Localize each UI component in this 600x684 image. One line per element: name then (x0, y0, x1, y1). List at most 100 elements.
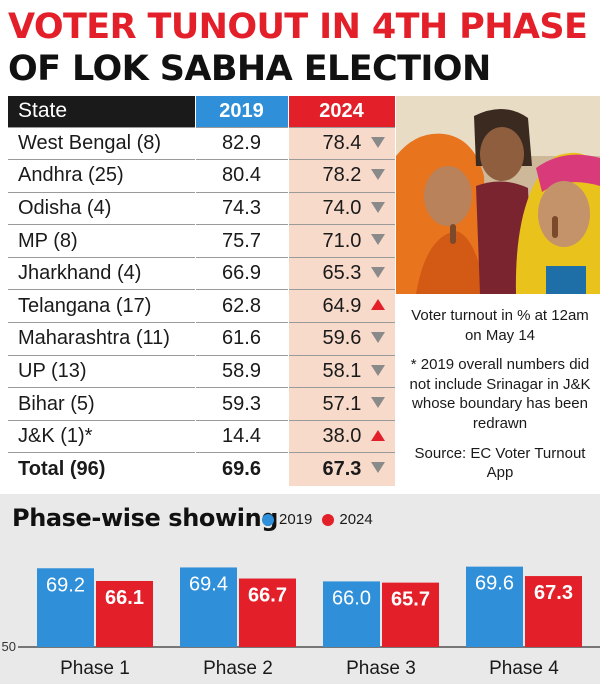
headline-line-2: OF LOK SABHA ELECTION (8, 49, 491, 89)
note-footnote: * 2019 overall numbers did not include S… (409, 356, 591, 432)
value-2019: 66.9 (195, 256, 289, 290)
chart-title: Phase-wise showing (12, 504, 279, 532)
bar-2024-phase-1 (96, 580, 153, 647)
table-header-row: State 2019 2024 (8, 96, 396, 127)
value-2019: 58.9 (195, 354, 289, 388)
state-name: Maharashtra (11) (8, 322, 196, 356)
up-arrow-icon (370, 299, 385, 311)
down-arrow-icon (370, 136, 385, 148)
cell-2024: 78.2 (288, 159, 396, 193)
cell-2024: 57.1 (288, 387, 396, 421)
cell-2024: 65.3 (288, 256, 396, 290)
bar-2019-phase-2 (180, 567, 237, 647)
note-turnout: Voter turnout in % at 12am on May 14 (411, 307, 589, 344)
voters-photo-illustration (396, 96, 600, 294)
table-row: UP (13) 58.9 58.1 (8, 354, 396, 388)
state-name: J&K (1)* (8, 419, 196, 453)
bar-value-label: 66.7 (248, 585, 287, 607)
down-arrow-icon (370, 462, 385, 474)
table-body: West Bengal (8) 82.9 78.4 Andhra (25) 80… (8, 126, 396, 486)
x-tick-label: Phase 3 (346, 658, 416, 679)
down-arrow-icon (370, 266, 385, 278)
bar-2019-phase-1 (37, 568, 94, 647)
value-2024: 78.2 (322, 164, 362, 187)
table-row: Andhra (25) 80.4 78.2 (8, 159, 396, 193)
value-2019: 74.3 (195, 191, 289, 225)
state-name: Andhra (25) (8, 159, 196, 193)
phase-chart-panel: Phase-wise showing 2019 2024 50 69.2 66.1 P… (0, 494, 600, 684)
total-label: Total (96) (8, 452, 196, 486)
state-name: Telangana (17) (8, 289, 196, 323)
value-2024: 57.1 (322, 392, 362, 415)
turnout-table: State 2019 2024 West Bengal (8) 82.9 78.… (8, 96, 396, 486)
down-arrow-icon (370, 397, 385, 409)
value-2024: 64.9 (322, 294, 362, 317)
state-name: UP (13) (8, 354, 196, 388)
legend-item-2024: 2024 (322, 511, 373, 528)
total-2019: 69.6 (195, 452, 289, 486)
value-2024: 65.3 (322, 262, 362, 285)
table-row: J&K (1)* 14.4 38.0 (8, 419, 396, 453)
value-2024: 78.4 (322, 131, 362, 154)
table-row: MP (8) 75.7 71.0 (8, 224, 396, 258)
value-2024: 59.6 (322, 327, 362, 350)
legend-label-2019: 2019 (279, 511, 313, 528)
legend-item-2019: 2019 (262, 511, 312, 528)
headline-line-1: VOTER TUNOUT IN 4TH PHASE (8, 7, 588, 47)
cell-2024: 78.4 (288, 126, 396, 160)
state-name: West Bengal (8) (8, 126, 196, 160)
value-2019: 14.4 (195, 419, 289, 453)
state-name: Jharkhand (4) (8, 256, 196, 290)
bar-2024-phase-4 (525, 576, 582, 647)
table-row: Bihar (5) 59.3 57.1 (8, 387, 396, 421)
note-source: Source: EC Voter Turnout App (414, 444, 586, 482)
down-arrow-icon (370, 234, 385, 246)
x-tick-label: Phase 1 (60, 658, 130, 679)
chart-legend: 2019 2024 (262, 511, 383, 528)
table-row: Jharkhand (4) 66.9 65.3 (8, 256, 396, 290)
value-2019: 59.3 (195, 387, 289, 421)
state-name: Odisha (4) (8, 191, 196, 225)
bar-value-label: 65.7 (391, 589, 430, 611)
headline: VOTER TUNOUT IN 4TH PHASE OF LOK SABHA E… (8, 6, 592, 90)
state-name: MP (8) (8, 224, 196, 258)
cell-2024: 71.0 (288, 224, 396, 258)
value-2019: 75.7 (195, 224, 289, 258)
header-state: State (8, 96, 196, 127)
header-2019: 2019 (195, 96, 289, 127)
value-2024: 74.0 (322, 196, 362, 219)
cell-2024: 58.1 (288, 354, 396, 388)
bar-2019-phase-3 (323, 581, 380, 647)
cell-2024: 64.9 (288, 289, 396, 323)
voters-photo (396, 96, 600, 294)
bar-2019-phase-4 (466, 566, 523, 647)
notes-panel: Voter turnout in % at 12am on May 14 * 2… (408, 306, 592, 493)
x-tick-label: Phase 4 (489, 658, 559, 679)
phase-bar-chart: 50 69.2 66.1 Phase 1 69.4 66.7 Phase 2 66.0 65.7… (2, 566, 600, 679)
down-arrow-icon (370, 364, 385, 376)
total-row: Total (96) 69.6 67.3 (8, 452, 396, 486)
value-2019: 62.8 (195, 289, 289, 323)
table-row: Maharashtra (11) 61.6 59.6 (8, 322, 396, 356)
bar-value-label: 69.2 (46, 574, 85, 596)
bar-value-label: 66.0 (332, 587, 371, 609)
total-2024: 67.3 (322, 457, 362, 480)
bar-2024-phase-3 (382, 582, 439, 647)
value-2019: 61.6 (195, 322, 289, 356)
header-2024: 2024 (288, 96, 396, 127)
bar-value-label: 66.1 (105, 587, 144, 609)
x-tick-label: Phase 2 (203, 658, 273, 679)
cell-2024: 74.0 (288, 191, 396, 225)
table-row: West Bengal (8) 82.9 78.4 (8, 126, 396, 160)
value-2024: 58.1 (322, 359, 362, 382)
bar-value-label: 69.4 (189, 573, 228, 595)
state-name: Bihar (5) (8, 387, 196, 421)
up-arrow-icon (370, 429, 385, 441)
legend-label-2024: 2024 (339, 511, 373, 528)
bar-value-label: 69.6 (475, 573, 514, 595)
down-arrow-icon (370, 169, 385, 181)
down-arrow-icon (370, 201, 385, 213)
value-2024: 71.0 (322, 229, 362, 252)
bar-value-label: 67.3 (534, 582, 573, 604)
cell-2024: 38.0 (288, 419, 396, 453)
